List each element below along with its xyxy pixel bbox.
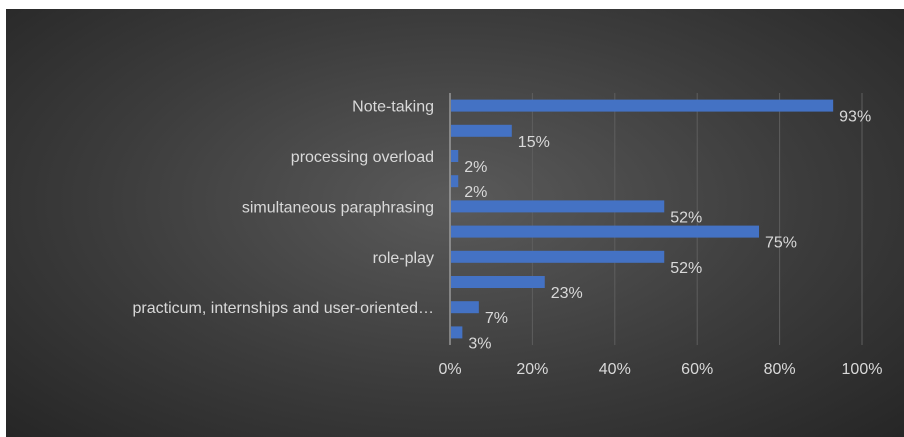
x-tick-label-40: 40% bbox=[599, 361, 631, 378]
category-label-8: practicum, internships and user-oriented… bbox=[133, 300, 434, 317]
bar-0 bbox=[451, 99, 834, 112]
value-label-6: 52% bbox=[670, 260, 702, 277]
bar-2 bbox=[451, 150, 459, 162]
category-label-6: role-play bbox=[373, 250, 434, 267]
category-label-4: simultaneous paraphrasing bbox=[242, 199, 434, 216]
x-tick-label-20: 20% bbox=[516, 361, 548, 378]
x-tick-label-60: 60% bbox=[681, 361, 713, 378]
bar-5 bbox=[451, 225, 759, 238]
gridlines bbox=[449, 93, 863, 345]
x-tick-label-100: 100% bbox=[842, 361, 883, 378]
bar-8 bbox=[451, 301, 479, 314]
value-label-4: 52% bbox=[670, 209, 702, 226]
x-tick-label-0: 0% bbox=[438, 361, 461, 378]
category-label-2: processing overload bbox=[291, 149, 434, 166]
bar-7 bbox=[451, 276, 545, 288]
value-label-7: 23% bbox=[551, 285, 583, 302]
bar-chart: 0% 20% 40% 60% 80% 100% 93% Note-taking 15% 2% pro… bbox=[133, 93, 883, 378]
bar-4 bbox=[451, 200, 665, 213]
bar-6 bbox=[451, 250, 665, 263]
x-tick-label-80: 80% bbox=[764, 361, 796, 378]
value-label-2: 2% bbox=[464, 159, 487, 176]
value-label-1: 15% bbox=[518, 134, 550, 151]
value-label-9: 3% bbox=[468, 335, 491, 352]
value-label-8: 7% bbox=[485, 310, 508, 327]
bar-3 bbox=[451, 175, 459, 188]
value-label-3: 2% bbox=[464, 184, 487, 201]
value-label-5: 75% bbox=[765, 235, 797, 252]
value-label-0: 93% bbox=[839, 109, 871, 126]
labels: 0% 20% 40% 60% 80% 100% 93% Note-taking 15% 2% pro… bbox=[133, 99, 883, 378]
bars bbox=[451, 99, 834, 339]
bar-9 bbox=[451, 326, 463, 339]
chart-area: 0% 20% 40% 60% 80% 100% 93% Note-taking 15% 2% pro… bbox=[6, 9, 904, 437]
category-label-0: Note-taking bbox=[352, 99, 434, 116]
bar-1 bbox=[451, 124, 512, 137]
